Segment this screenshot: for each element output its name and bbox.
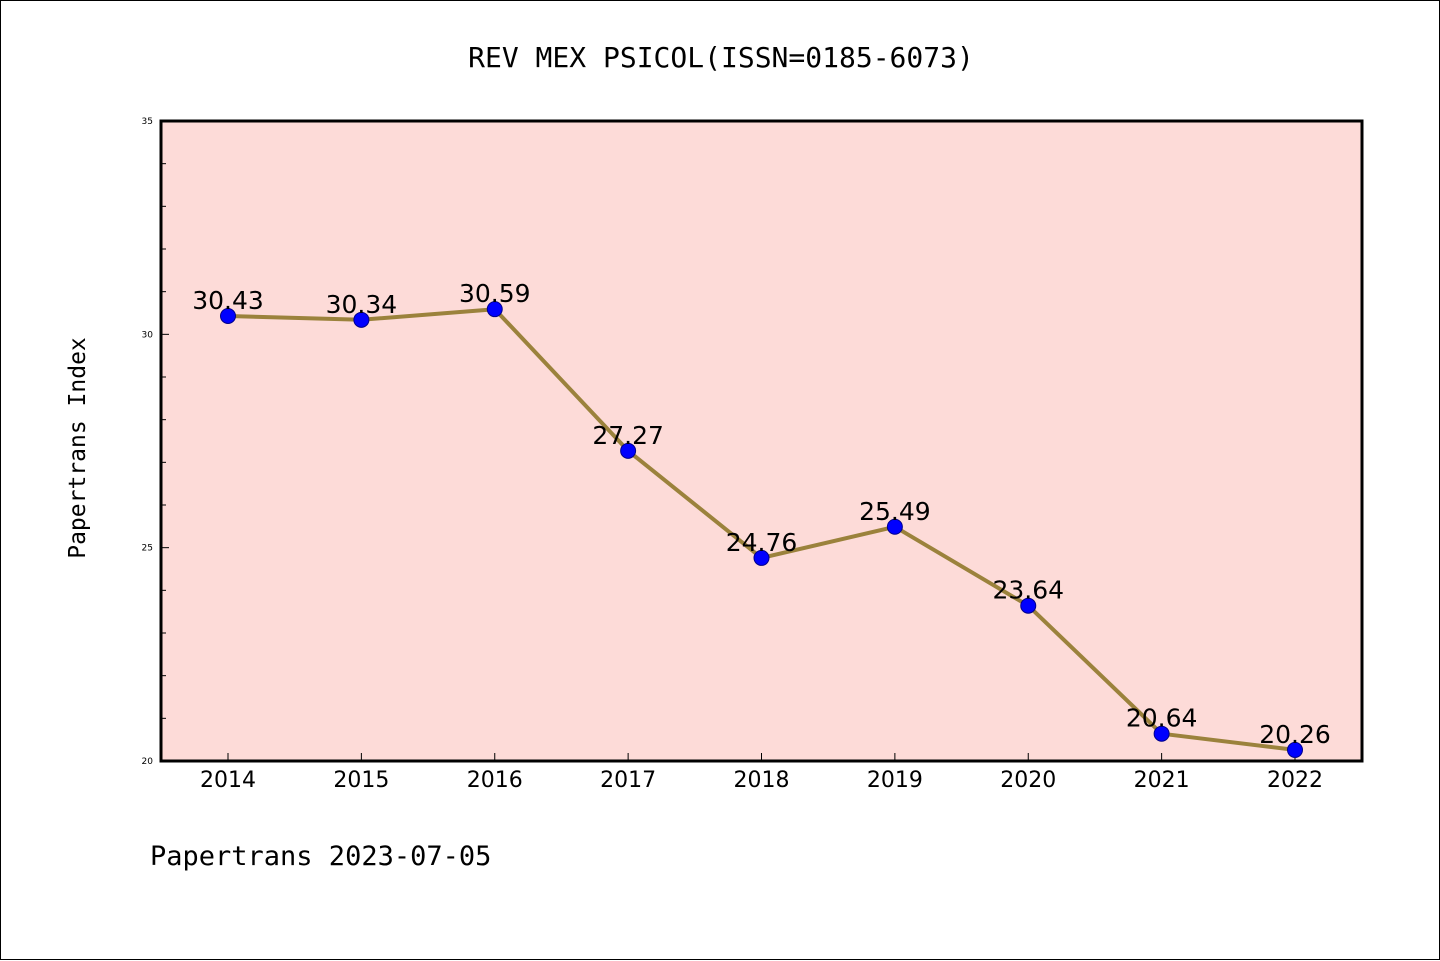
plot-area — [161, 121, 1362, 761]
y-axis-label: Papertrans Index — [65, 337, 91, 559]
data-label: 30.43 — [192, 286, 264, 315]
x-tick-label: 2018 — [734, 768, 790, 793]
y-tick-label: 20 — [142, 757, 154, 767]
data-label: 20.64 — [1126, 704, 1198, 733]
footer-date: Papertrans 2023-07-05 — [150, 841, 491, 872]
data-labels: 30.43 30.34 30.59 27.27 24.76 25.49 23.64 20.64… — [192, 279, 1331, 749]
y-tick-label: 25 — [142, 544, 153, 554]
series-markers — [220, 301, 1303, 758]
data-point — [486, 301, 503, 318]
x-tick-label: 2016 — [467, 768, 523, 793]
data-point — [886, 518, 903, 535]
chart-title: REV MEX PSICOL(ISSN=0185-6073) — [468, 41, 974, 74]
x-tick-label: 2015 — [333, 768, 389, 793]
y-tick-label: 30 — [142, 330, 154, 340]
x-tick-label: 2017 — [600, 768, 656, 793]
data-label: 23.64 — [992, 576, 1064, 605]
y-tick-label: 35 — [142, 117, 153, 127]
data-label: 30.59 — [459, 279, 531, 308]
x-axis: 2014 2015 2016 2017 2018 2019 2020 2021 2022 — [200, 753, 1323, 793]
data-label: 27.27 — [592, 421, 664, 450]
data-point — [1020, 597, 1037, 614]
plot-border — [159, 119, 1364, 763]
data-label: 25.49 — [859, 497, 931, 526]
x-tick-label: 2021 — [1134, 768, 1190, 793]
data-label: 24.76 — [726, 528, 798, 557]
data-point — [620, 442, 637, 459]
data-point — [220, 307, 236, 324]
x-tick-label: 2020 — [1000, 768, 1056, 793]
data-point — [353, 311, 370, 328]
data-label: 30.34 — [326, 290, 398, 319]
x-tick-label: 2022 — [1267, 768, 1323, 793]
x-tick-label: 2014 — [200, 768, 256, 793]
data-point — [753, 549, 770, 566]
data-point — [1153, 725, 1170, 742]
x-tick-label: 2019 — [867, 768, 923, 793]
data-label: 20.26 — [1259, 720, 1331, 749]
data-point — [1287, 741, 1303, 758]
